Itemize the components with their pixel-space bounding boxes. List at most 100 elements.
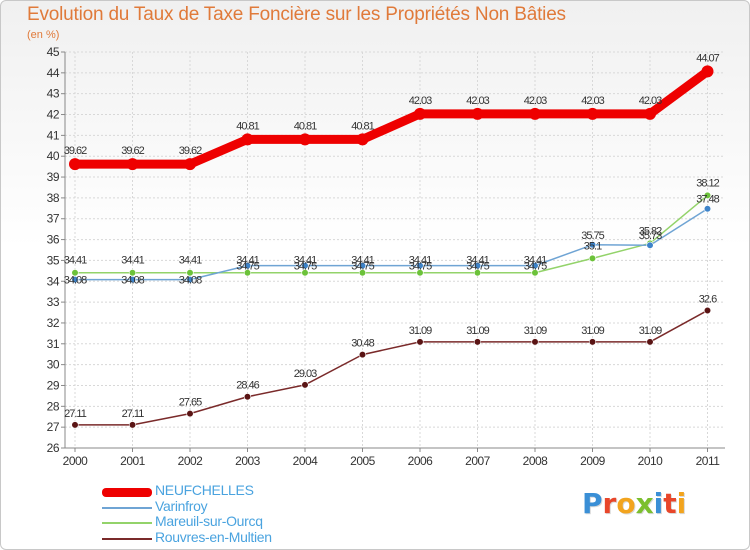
chart-title: Evolution du Taux de Taxe Foncière sur l… — [27, 4, 566, 25]
data-label: 39.62 — [64, 145, 87, 157]
data-label: 44.07 — [696, 52, 719, 64]
data-point — [703, 205, 712, 213]
data-label: 31.09 — [524, 325, 547, 337]
logo-letter: r — [602, 487, 617, 520]
x-tick-label: 2006 — [408, 454, 434, 468]
x-tick-label: 2000 — [63, 454, 89, 468]
legend-swatch — [102, 522, 152, 524]
data-point — [126, 158, 139, 171]
data-point — [473, 262, 482, 270]
y-tick-label: 39 — [47, 170, 60, 184]
data-label: 35.1 — [584, 240, 602, 252]
logo-letter: x — [635, 487, 654, 520]
y-tick-label: 27 — [47, 420, 60, 434]
data-point — [356, 133, 369, 146]
data-label: 28.46 — [236, 380, 259, 392]
logo-letter: i — [653, 487, 664, 520]
data-label: 34.75 — [236, 261, 259, 273]
data-label: 30.48 — [351, 338, 374, 350]
data-point — [358, 269, 367, 277]
y-tick-label: 28 — [47, 399, 60, 413]
data-label: 40.81 — [351, 120, 374, 132]
data-point — [588, 254, 597, 262]
data-label: 34.41 — [179, 255, 202, 267]
data-label: 31.09 — [639, 325, 662, 337]
data-point — [529, 107, 541, 120]
series-line-varinfroy — [74, 207, 709, 281]
data-point — [703, 306, 712, 315]
data-point — [358, 351, 367, 359]
data-point — [473, 269, 482, 277]
data-point — [531, 262, 539, 270]
proxiti-logo: Proxiti — [582, 487, 686, 520]
data-label: 35.73 — [639, 230, 662, 242]
x-tick-label: 2009 — [580, 454, 606, 468]
data-point — [241, 133, 254, 146]
data-point — [71, 275, 79, 284]
data-point — [71, 421, 79, 429]
data-point — [301, 262, 309, 270]
x-tick-label: 2003 — [235, 454, 261, 468]
x-tick-label: 2005 — [350, 454, 376, 468]
data-point — [644, 107, 656, 120]
y-tick-label: 41 — [47, 128, 60, 142]
data-label: 34.41 — [236, 255, 259, 267]
data-point — [69, 158, 81, 171]
data-point — [416, 338, 424, 346]
data-label: 34.41 — [64, 255, 87, 267]
data-label: 42.03 — [524, 95, 547, 107]
data-label: 34.41 — [466, 255, 489, 267]
x-tick-label: 2004 — [293, 454, 319, 468]
data-point — [243, 269, 252, 277]
y-tick-label: 44 — [47, 66, 60, 80]
data-label: 40.81 — [294, 120, 317, 132]
x-tick-label: 2008 — [523, 454, 549, 468]
y-tick-label: 35 — [47, 253, 60, 267]
series-line-rouvres-en-multien — [74, 309, 709, 426]
data-label: 40.81 — [236, 120, 259, 132]
logo-letter: i — [676, 487, 687, 520]
y-tick-label: 33 — [47, 295, 60, 309]
data-label: 29.03 — [294, 368, 317, 380]
data-label: 34.75 — [409, 261, 432, 273]
data-point — [128, 275, 137, 284]
y-tick-label: 30 — [47, 358, 60, 372]
data-label: 27.11 — [122, 408, 145, 420]
data-label: 42.03 — [409, 95, 432, 107]
data-point — [588, 338, 597, 346]
data-point — [414, 107, 426, 120]
data-point — [531, 338, 539, 346]
data-label: 42.03 — [466, 95, 489, 107]
y-tick-label: 36 — [47, 233, 60, 247]
x-tick-label: 2001 — [120, 454, 146, 468]
legend-swatch — [102, 506, 152, 509]
data-label: 27.11 — [64, 408, 87, 420]
data-label: 34.41 — [409, 255, 432, 267]
data-point — [184, 158, 196, 171]
data-point — [243, 262, 252, 270]
y-tick-label: 45 — [47, 45, 60, 59]
data-point — [703, 191, 712, 199]
data-label: 38.12 — [696, 177, 719, 189]
data-point — [471, 107, 484, 120]
x-tick-label: 2002 — [178, 454, 204, 468]
data-label: 34.41 — [294, 255, 317, 267]
data-label: 34.41 — [524, 255, 547, 267]
y-tick-label: 29 — [47, 378, 60, 392]
data-label: 34.75 — [294, 261, 317, 273]
data-point — [646, 241, 654, 249]
data-label: 34.75 — [466, 261, 489, 273]
data-label: 39.62 — [179, 145, 202, 157]
logo-letter: o — [616, 487, 636, 520]
data-point — [186, 275, 194, 284]
data-label: 31.09 — [409, 325, 432, 337]
data-point — [586, 107, 599, 120]
data-label: 42.03 — [639, 95, 662, 107]
data-label: 39.62 — [121, 145, 144, 157]
data-label: 31.09 — [466, 325, 489, 337]
data-label: 42.03 — [581, 95, 604, 107]
data-label: 35.75 — [581, 230, 604, 242]
data-point — [701, 65, 714, 78]
data-label: 34.08 — [179, 275, 202, 287]
data-label: 35.82 — [639, 225, 662, 237]
